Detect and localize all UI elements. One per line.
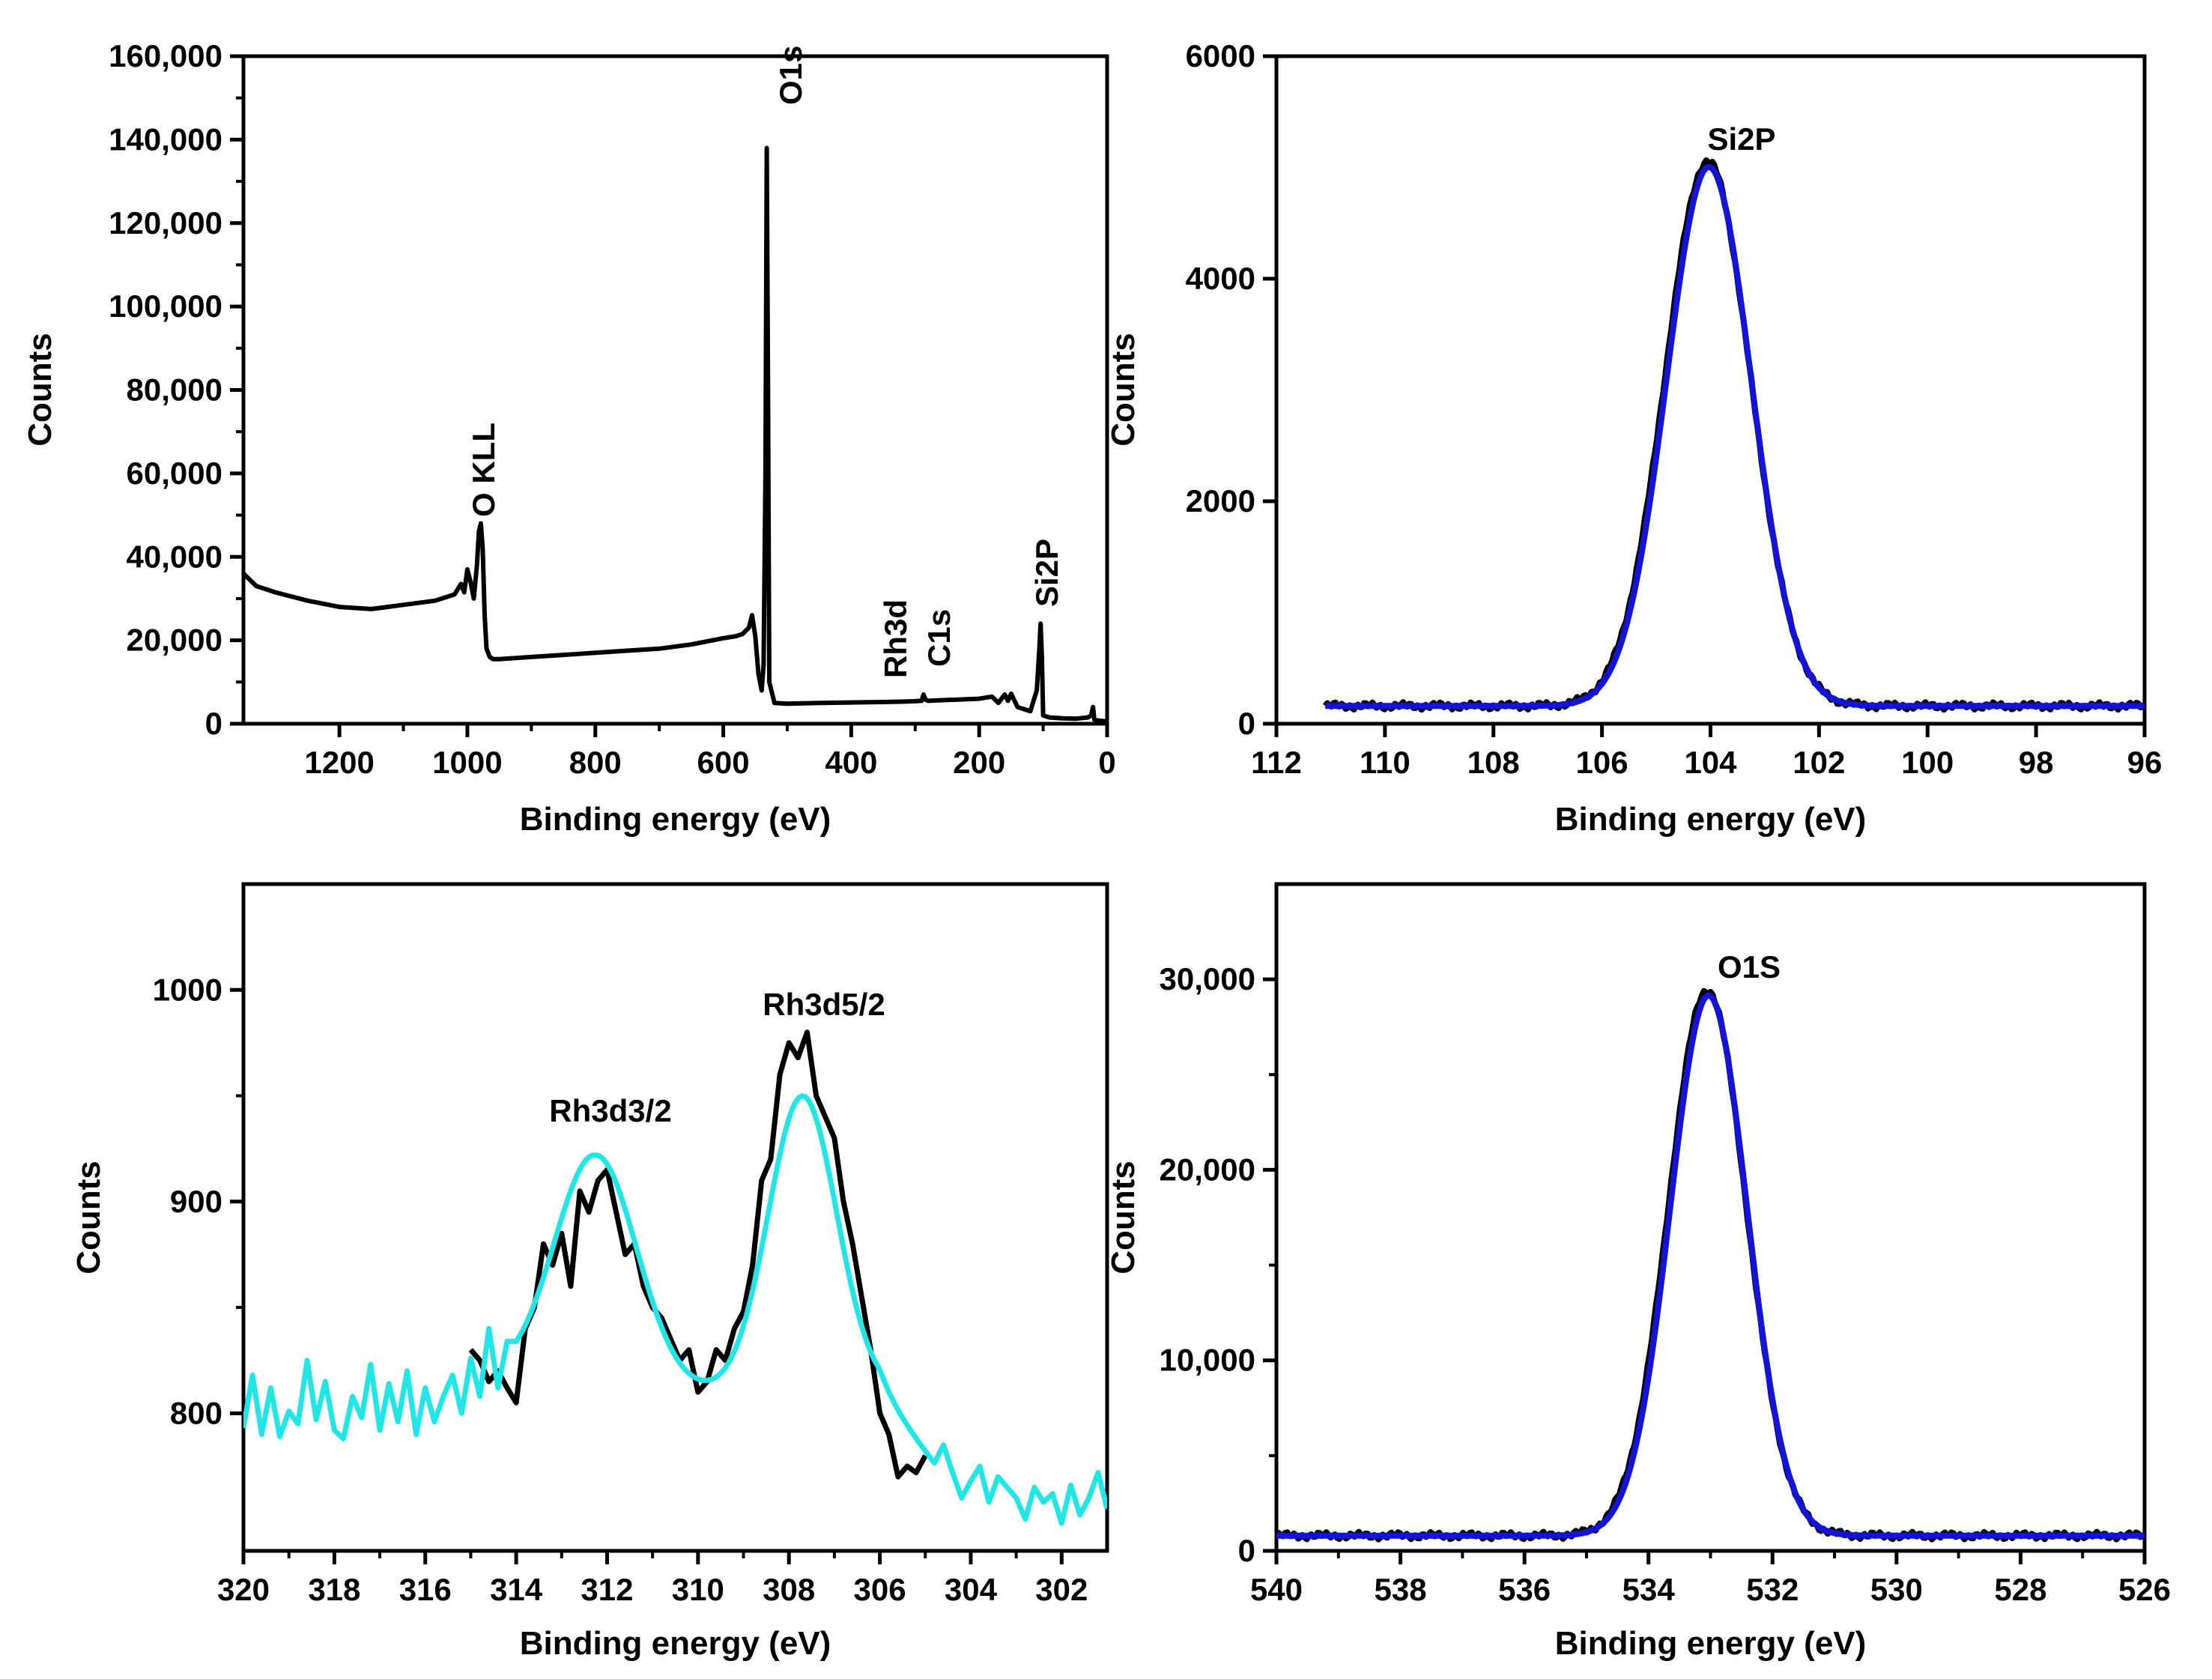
x-tick-label: 96 bbox=[2127, 745, 2163, 780]
x-axis-title: Binding energy (eV) bbox=[520, 801, 831, 838]
x-tick-label: 800 bbox=[569, 745, 622, 780]
x-tick-label: 532 bbox=[1746, 1572, 1799, 1607]
plot-frame bbox=[1274, 882, 2147, 1553]
x-tick-label: 530 bbox=[1870, 1572, 1923, 1607]
y-tick-label: 10,000 bbox=[1160, 1343, 1255, 1378]
plot-frame bbox=[241, 54, 1109, 726]
x-tick-label: 538 bbox=[1375, 1572, 1427, 1607]
data-layer bbox=[1276, 987, 2145, 1543]
y-tick-label: 30,000 bbox=[1160, 961, 1255, 996]
annotation-label: Rh3d5/2 bbox=[763, 987, 885, 1022]
y-tick-label: 40,000 bbox=[127, 539, 222, 574]
x-tick-label: 600 bbox=[697, 745, 750, 780]
annotation-label: O1s bbox=[773, 46, 808, 105]
y-tick-label: 4000 bbox=[1186, 261, 1255, 296]
series-survey-line bbox=[243, 145, 1107, 724]
y-tick-label: 900 bbox=[170, 1184, 222, 1219]
y-tick-label: 80,000 bbox=[127, 372, 222, 408]
panel-o1s: 540 538 536 534 532 530 528 526 0 10,000 20,000 30,… bbox=[1105, 882, 2171, 1662]
annotation-label: O1S bbox=[1718, 949, 1781, 984]
y-tick-label: 160,000 bbox=[109, 38, 222, 73]
y-tick-label: 20,000 bbox=[127, 623, 222, 658]
x-tick-label: 0 bbox=[1098, 745, 1115, 780]
x-tick-label: 1200 bbox=[304, 745, 374, 780]
x-tick-label: 308 bbox=[763, 1572, 815, 1607]
annotation-label: Si2P bbox=[1029, 539, 1064, 607]
y-tick-label: 0 bbox=[1238, 1533, 1255, 1568]
annotation-label: Rh3d3/2 bbox=[549, 1093, 671, 1128]
x-tick-label: 112 bbox=[1251, 745, 1302, 780]
series-measured-line bbox=[1276, 987, 2145, 1543]
x-tick-label: 100 bbox=[1901, 745, 1954, 780]
y-axis-title: Counts bbox=[1105, 333, 1142, 447]
x-tick-label: 314 bbox=[490, 1572, 543, 1607]
x-tick-label: 310 bbox=[672, 1572, 724, 1607]
annotation-label: C1s bbox=[921, 609, 957, 667]
y-tick-label: 0 bbox=[205, 706, 222, 741]
annotation-label: Si2P bbox=[1707, 121, 1775, 157]
x-tick-label: 306 bbox=[854, 1572, 906, 1607]
y-axis-title: Counts bbox=[70, 1161, 107, 1274]
x-tick-label: 302 bbox=[1035, 1572, 1088, 1607]
panel-rh3d: 320 318 316 314 312 310 308 306 304 302 800 900 1000… bbox=[70, 882, 1109, 1662]
x-tick-label: 98 bbox=[2019, 745, 2054, 780]
x-tick-label: 534 bbox=[1622, 1572, 1676, 1607]
y-axis-title: Counts bbox=[1105, 1161, 1142, 1274]
x-tick-label: 526 bbox=[2118, 1572, 2171, 1607]
x-tick-label: 108 bbox=[1467, 745, 1520, 780]
y-tick-label: 20,000 bbox=[1160, 1152, 1255, 1187]
x-axis-title: Binding energy (eV) bbox=[1555, 801, 1867, 838]
x-tick-label: 400 bbox=[825, 745, 877, 780]
panel-survey: 1200 1000 800 600 400 200 0 0 20,000 40,000 60,000… bbox=[22, 38, 1116, 838]
y-tick-label: 100,000 bbox=[109, 288, 222, 324]
data-layer bbox=[243, 145, 1107, 724]
y-tick-label: 1000 bbox=[153, 972, 222, 1007]
x-tick-label: 1000 bbox=[432, 745, 502, 780]
y-tick-label: 120,000 bbox=[109, 205, 222, 240]
x-axis-title: Binding energy (eV) bbox=[1555, 1625, 1867, 1662]
y-tick-label: 800 bbox=[170, 1395, 222, 1430]
x-tick-label: 318 bbox=[308, 1572, 360, 1607]
annotation-label: O KLL bbox=[466, 423, 501, 517]
y-axis-title: Counts bbox=[22, 333, 58, 447]
y-tick-label: 6000 bbox=[1186, 38, 1255, 73]
series-fit-line bbox=[1324, 163, 2145, 710]
panel-si2p: 112 110 108 106 104 102 100 98 96 0 2000 4000 6000 Bi… bbox=[1105, 38, 2162, 838]
x-tick-label: 528 bbox=[1994, 1572, 2046, 1607]
x-tick-label: 102 bbox=[1793, 745, 1845, 780]
series-measured-line bbox=[468, 1029, 928, 1480]
x-tick-label: 200 bbox=[953, 745, 1005, 780]
x-tick-label: 320 bbox=[217, 1572, 270, 1607]
x-axis-title: Binding energy (eV) bbox=[520, 1625, 831, 1662]
data-layer bbox=[243, 1029, 1107, 1526]
annotation-label: Rh3d bbox=[878, 599, 913, 678]
x-tick-label: 304 bbox=[945, 1572, 998, 1607]
y-tick-label: 60,000 bbox=[127, 456, 222, 491]
x-tick-label: 312 bbox=[581, 1572, 633, 1607]
x-tick-label: 106 bbox=[1576, 745, 1628, 780]
y-tick-label: 140,000 bbox=[109, 121, 222, 157]
plot-frame bbox=[241, 882, 1109, 1553]
y-tick-label: 2000 bbox=[1186, 483, 1255, 518]
x-tick-label: 316 bbox=[399, 1572, 452, 1607]
y-tick-label: 0 bbox=[1238, 706, 1255, 741]
x-tick-label: 110 bbox=[1360, 745, 1410, 780]
x-tick-label: 536 bbox=[1498, 1572, 1551, 1607]
x-tick-label: 104 bbox=[1684, 745, 1737, 780]
series-fit-line bbox=[243, 1093, 1107, 1526]
data-layer bbox=[1323, 157, 2145, 713]
series-fit-line bbox=[1276, 992, 2145, 1539]
x-tick-label: 540 bbox=[1250, 1572, 1303, 1607]
